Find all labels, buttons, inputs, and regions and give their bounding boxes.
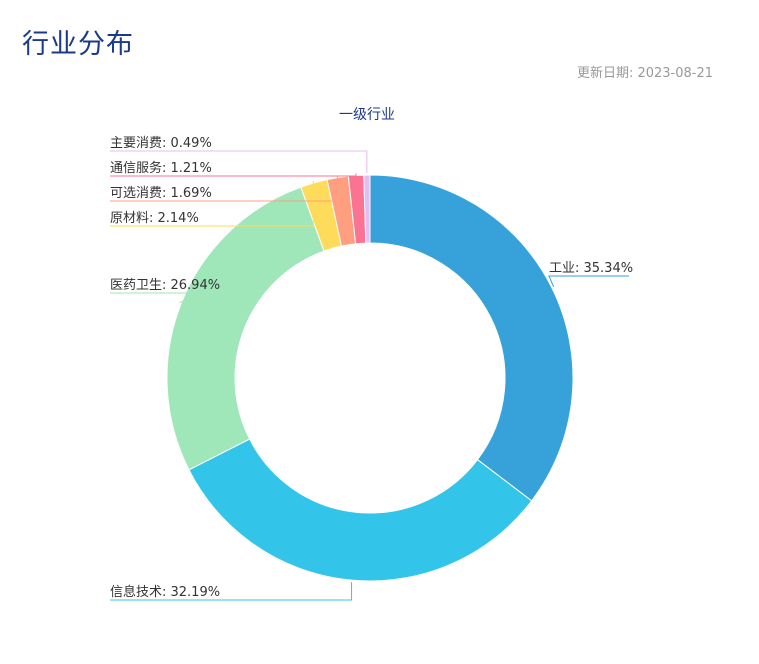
leader-line-3 [110, 180, 314, 227]
slice-1[interactable] [188, 438, 533, 582]
leader-line-1 [110, 582, 353, 601]
chart-title: 一级行业 [339, 107, 395, 123]
update-date: 更新日期: 2023-08-21 [576, 66, 713, 81]
leader-line-5 [110, 173, 357, 177]
slice-6[interactable] [363, 174, 371, 244]
leader-line-2 [110, 292, 208, 304]
slice-2[interactable] [166, 186, 325, 471]
slice-label-5: 通信服务: 1.21% [110, 160, 212, 176]
slice-label-0: 工业: 35.34% [549, 261, 633, 276]
slice-label-6: 主要消费: 0.49% [110, 136, 212, 151]
slice-label-4: 可选消费: 1.69% [110, 186, 212, 201]
slice-0[interactable] [369, 174, 574, 502]
slice-label-2: 医药卫生: 26.94% [110, 278, 220, 293]
slice-label-1: 信息技术: 32.19% [110, 584, 220, 600]
slice-label-3: 原材料: 2.14% [110, 211, 199, 226]
page-title: 行业分布 [22, 29, 134, 60]
leader-line-6 [110, 150, 368, 174]
leader-line-0 [548, 275, 629, 288]
leader-line-4 [110, 175, 338, 202]
